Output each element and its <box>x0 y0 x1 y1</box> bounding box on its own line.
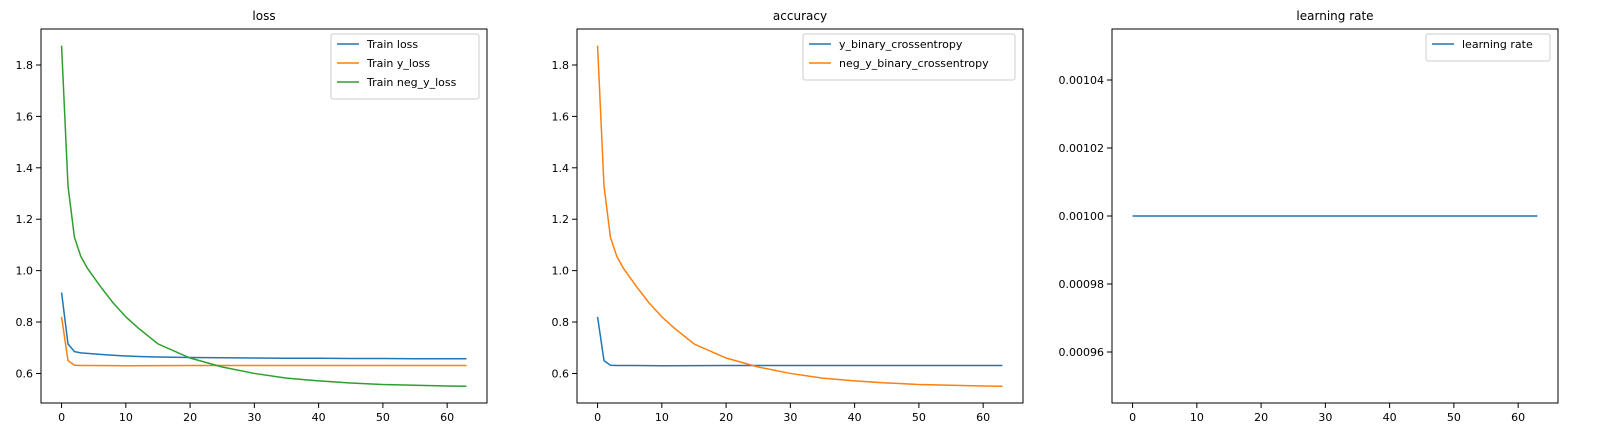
y-tick-label: 1.2 <box>16 213 34 226</box>
y-tick-label: 0.6 <box>16 367 34 380</box>
x-tick-label: 50 <box>376 411 390 424</box>
y-tick-label: 0.00098 <box>1059 278 1105 291</box>
x-tick-label: 60 <box>976 411 990 424</box>
x-tick-label: 50 <box>1447 411 1461 424</box>
x-tick-label: 10 <box>1190 411 1204 424</box>
x-tick-label: 40 <box>312 411 326 424</box>
legend-label: y_binary_crossentropy <box>839 38 963 51</box>
x-tick-label: 10 <box>655 411 669 424</box>
y-tick-label: 0.00096 <box>1059 346 1105 359</box>
x-tick-label: 10 <box>119 411 133 424</box>
y-tick-label: 1.6 <box>16 110 34 123</box>
y-tick-label: 0.6 <box>552 367 570 380</box>
x-tick-label: 20 <box>1254 411 1268 424</box>
x-tick-label: 60 <box>440 411 454 424</box>
y-tick-label: 1.8 <box>552 59 570 72</box>
legend-label: Train loss <box>366 38 418 51</box>
y-tick-label: 0.00102 <box>1059 142 1105 155</box>
chart-title: accuracy <box>773 9 827 23</box>
legend-box <box>802 33 1016 81</box>
y-tick-label: 0.8 <box>16 316 34 329</box>
x-tick-label: 0 <box>1129 411 1136 424</box>
y-tick-label: 1.8 <box>16 59 34 72</box>
chart-panel-2: accuracy 0 10 20 30 40 50 60 0.6 0.8 1.0 1.2 1.4 1.6 1… <box>552 9 1024 424</box>
series-line-1 <box>596 316 1003 367</box>
x-tick-label: 40 <box>848 411 862 424</box>
legend-label: Train y_loss <box>366 57 430 70</box>
legend-box <box>1425 33 1551 62</box>
x-tick-label: 30 <box>247 411 261 424</box>
x-tick-label: 50 <box>912 411 926 424</box>
axes-frame <box>576 28 1024 404</box>
legend-label: learning rate <box>1462 38 1533 51</box>
x-tick-label: 30 <box>783 411 797 424</box>
series-line-2 <box>60 316 467 367</box>
y-tick-label: 1.2 <box>552 213 570 226</box>
x-tick-label: 30 <box>1318 411 1332 424</box>
x-tick-label: 60 <box>1511 411 1525 424</box>
y-tick-label: 1.0 <box>16 265 34 278</box>
chart-title: learning rate <box>1296 9 1373 23</box>
series-line-3 <box>60 45 467 388</box>
chart-title: loss <box>252 9 275 23</box>
x-tick-label: 20 <box>719 411 733 424</box>
y-tick-label: 0.8 <box>552 316 570 329</box>
y-tick-label: 0.00104 <box>1059 74 1105 87</box>
x-tick-label: 40 <box>1383 411 1397 424</box>
axes-frame <box>40 28 488 404</box>
y-tick-label: 0.00100 <box>1059 210 1105 223</box>
x-tick-label: 0 <box>594 411 601 424</box>
legend-label: neg_y_binary_crossentropy <box>839 57 989 70</box>
chart-panel-3: learning rate 0 10 20 30 40 50 60 0.00096 0.00098… <box>1059 9 1559 424</box>
y-tick-label: 1.6 <box>552 110 570 123</box>
chart-panel-1: loss 0 10 20 30 40 50 60 0.6 0.8 1.0 1.2 1.4 1.6 1.8 Tr… <box>16 9 488 424</box>
legend-label: Train neg_y_loss <box>366 76 457 89</box>
series-line-1 <box>60 292 467 360</box>
legend-box <box>330 33 480 100</box>
y-tick-label: 1.4 <box>552 162 570 175</box>
x-tick-label: 0 <box>58 411 65 424</box>
y-tick-label: 1.0 <box>552 265 570 278</box>
x-tick-label: 20 <box>183 411 197 424</box>
y-tick-label: 1.4 <box>16 162 34 175</box>
series-line-2 <box>596 45 1003 388</box>
